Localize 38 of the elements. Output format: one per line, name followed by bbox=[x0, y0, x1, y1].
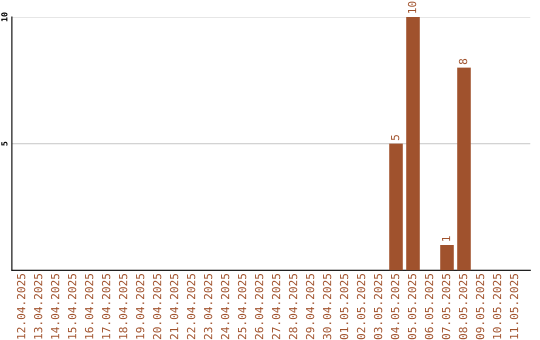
x-tick-label: 06.05.2025 bbox=[424, 274, 434, 340]
data-label: 10 bbox=[408, 2, 416, 13]
bar bbox=[406, 17, 420, 270]
x-tick-label: 04.05.2025 bbox=[390, 274, 400, 340]
x-tick-label: 12.04.2025 bbox=[16, 274, 26, 339]
x-tick-label: 23.04.2025 bbox=[204, 274, 212, 340]
x-tick-label: 15.04.2025 bbox=[68, 274, 76, 339]
x-tick-label: 01.05.2025 bbox=[340, 274, 348, 340]
x-tick-label: 30.04.2025 bbox=[322, 274, 332, 340]
x-tick-label: 27.04.2025 bbox=[272, 274, 280, 340]
data-label: 1 bbox=[442, 236, 450, 241]
x-tick-label: 05.05.2025 bbox=[408, 274, 416, 340]
bar bbox=[457, 68, 471, 270]
x-tick-label: 21.04.2025 bbox=[170, 274, 178, 340]
x-tick-label: 22.04.2025 bbox=[186, 274, 196, 340]
x-tick-label: 02.05.2025 bbox=[356, 274, 366, 340]
x-tick-label: 18.04.2025 bbox=[118, 274, 128, 339]
x-tick-label: 07.05.2025 bbox=[442, 274, 450, 340]
x-tick-label: 29.04.2025 bbox=[306, 274, 314, 340]
bar bbox=[440, 244, 454, 270]
data-label: 8 bbox=[458, 58, 468, 64]
x-tick-label: 17.04.2025 bbox=[102, 274, 110, 339]
x-tick-label: 24.04.2025 bbox=[220, 274, 230, 340]
bar bbox=[389, 144, 403, 270]
x-tick-label: 16.04.2025 bbox=[84, 274, 94, 339]
x-tick-label: 09.05.2025 bbox=[476, 274, 484, 340]
x-tick-label: 11.05.2025 bbox=[510, 274, 518, 339]
x-tick-label: 08.05.2025 bbox=[458, 274, 468, 340]
x-tick-label: 25.04.2025 bbox=[238, 274, 246, 340]
x-tick-label: 26.04.2025 bbox=[254, 274, 264, 340]
x-tick-label: 13.04.2025 bbox=[34, 274, 42, 339]
x-tick-label: 10.05.2025 bbox=[492, 274, 502, 339]
x-tick-label: 20.04.2025 bbox=[152, 274, 162, 340]
data-label: 5 bbox=[391, 135, 400, 140]
x-tick-label: 28.04.2025 bbox=[288, 274, 298, 340]
x-tick-label: 14.04.2025 bbox=[50, 274, 60, 339]
x-tick-label: 03.05.2025 bbox=[374, 274, 382, 340]
x-tick-label: 19.04.2025 bbox=[136, 274, 144, 339]
